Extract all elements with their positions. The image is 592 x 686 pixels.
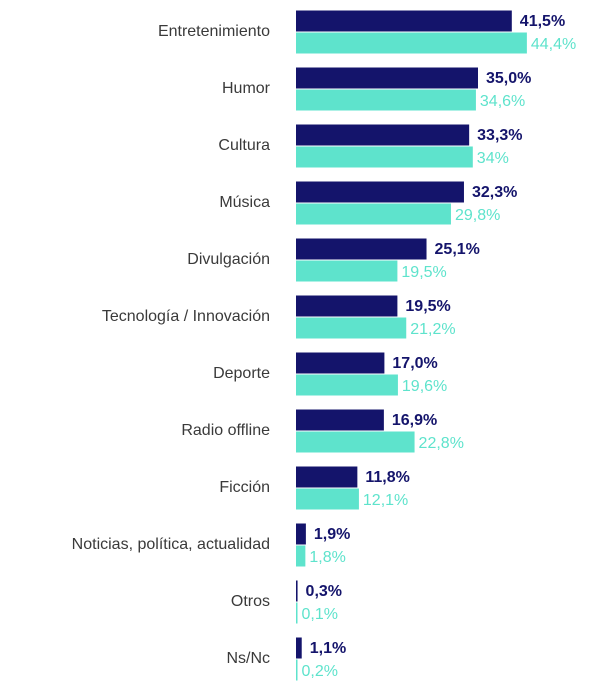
value-label: 32,3% bbox=[472, 184, 517, 201]
value-label: 29,8% bbox=[455, 207, 500, 224]
category-label: Música bbox=[219, 194, 270, 211]
bar bbox=[296, 181, 464, 203]
value-label: 11,8% bbox=[365, 469, 409, 486]
category-label: Noticias, política, actualidad bbox=[72, 536, 270, 553]
bar bbox=[296, 488, 359, 510]
bar bbox=[296, 409, 384, 431]
category-label: Divulgación bbox=[187, 251, 270, 268]
bar bbox=[296, 659, 298, 681]
value-label: 44,4% bbox=[531, 36, 576, 53]
value-label: 21,2% bbox=[410, 321, 455, 338]
category-label: Ns/Nc bbox=[226, 650, 270, 667]
category-label: Ficción bbox=[219, 479, 270, 496]
category-label: Entretenimiento bbox=[158, 23, 270, 40]
value-label: 22,8% bbox=[419, 435, 464, 452]
bar bbox=[296, 124, 470, 146]
category-label: Tecnología / Innovación bbox=[102, 308, 270, 325]
bar bbox=[296, 431, 415, 453]
value-label: 33,3% bbox=[477, 127, 522, 144]
bar bbox=[296, 374, 398, 396]
value-label: 19,5% bbox=[401, 264, 446, 281]
value-label: 35,0% bbox=[486, 70, 531, 87]
bar bbox=[296, 317, 407, 339]
category-label: Cultura bbox=[218, 137, 270, 154]
bar bbox=[296, 545, 306, 567]
value-label: 1,1% bbox=[310, 640, 346, 657]
bar bbox=[296, 146, 473, 168]
value-label: 0,3% bbox=[306, 583, 342, 600]
bar bbox=[296, 89, 476, 111]
value-label: 34,6% bbox=[480, 93, 525, 110]
bar bbox=[296, 10, 512, 32]
value-label: 1,8% bbox=[309, 549, 345, 566]
value-label: 12,1% bbox=[363, 492, 408, 509]
bar bbox=[296, 238, 427, 260]
category-label: Radio offline bbox=[181, 422, 270, 439]
value-label: 19,5% bbox=[405, 298, 450, 315]
bar bbox=[296, 580, 298, 602]
value-label: 17,0% bbox=[392, 355, 437, 372]
bar bbox=[296, 32, 527, 54]
bar bbox=[296, 260, 398, 282]
bar bbox=[296, 352, 385, 374]
value-label: 0,2% bbox=[302, 663, 338, 680]
bar bbox=[296, 466, 358, 488]
value-label: 16,9% bbox=[392, 412, 437, 429]
bar bbox=[296, 523, 306, 545]
category-label: Humor bbox=[222, 80, 271, 97]
category-label: Otros bbox=[231, 593, 270, 610]
bar bbox=[296, 203, 451, 225]
bar bbox=[296, 637, 302, 659]
bar bbox=[296, 602, 298, 624]
value-label: 34% bbox=[477, 150, 509, 167]
value-label: 1,9% bbox=[314, 526, 350, 543]
value-label: 0,1% bbox=[302, 606, 338, 623]
value-label: 41,5% bbox=[520, 13, 565, 30]
category-label: Deporte bbox=[213, 365, 270, 382]
value-label: 25,1% bbox=[435, 241, 480, 258]
bar bbox=[296, 295, 398, 317]
bar bbox=[296, 67, 478, 89]
value-label: 19,6% bbox=[402, 378, 447, 395]
